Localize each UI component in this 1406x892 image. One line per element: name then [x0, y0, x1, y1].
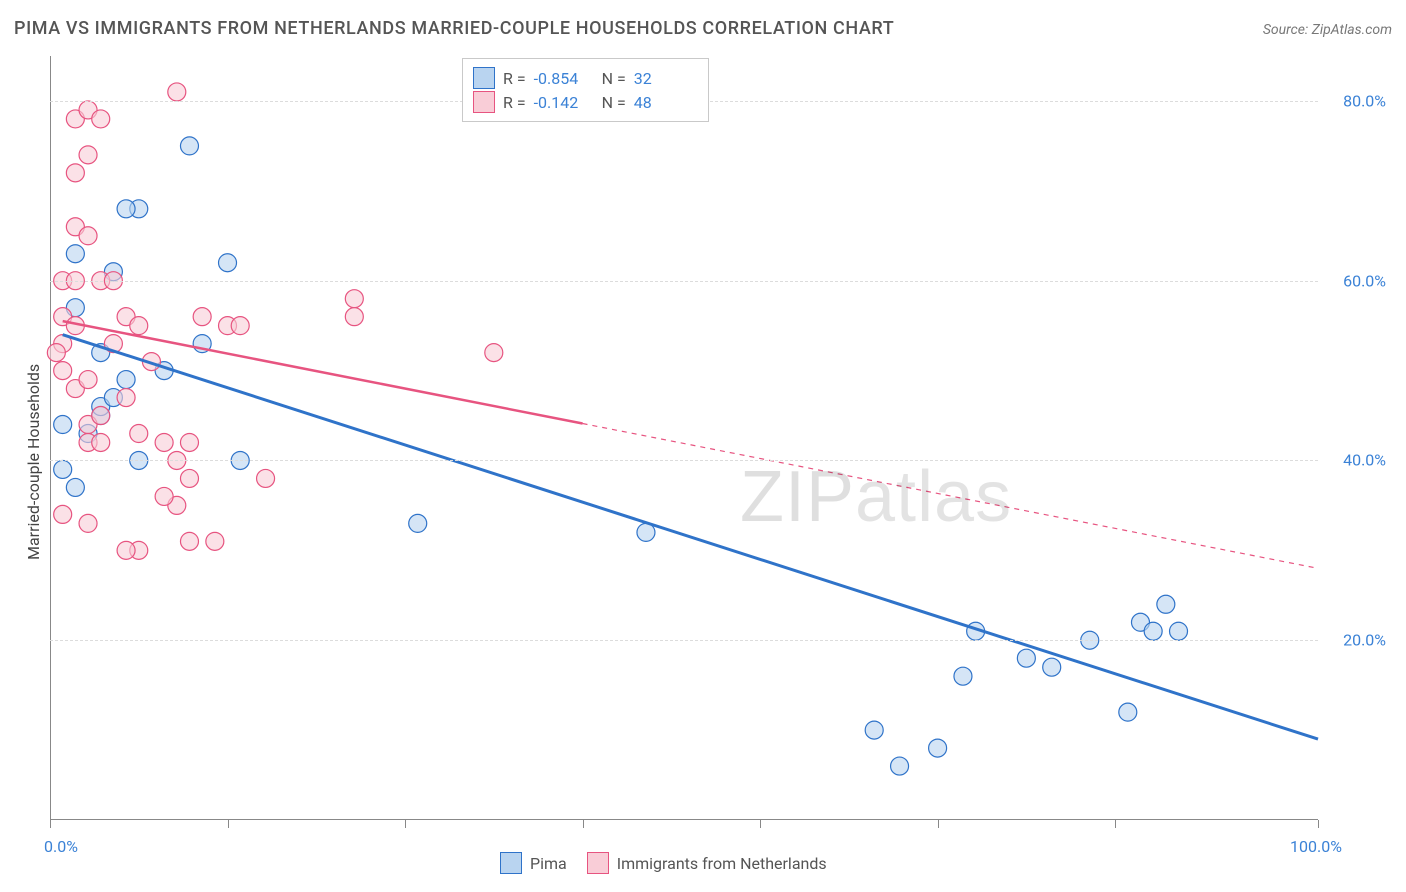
x-tick-mark — [583, 820, 584, 828]
data-point — [130, 317, 148, 335]
data-point — [47, 344, 65, 362]
y-tick-label: 20.0% — [1343, 631, 1386, 650]
legend-item-1: Pima — [500, 852, 567, 874]
data-point — [180, 469, 198, 487]
x-tick-mark — [760, 820, 761, 828]
swatch-pink — [587, 852, 609, 874]
legend-label-1: Pima — [530, 854, 567, 873]
x-tick-mark — [228, 820, 229, 828]
data-point — [1157, 595, 1175, 613]
plot-area: ZIPatlas 20.0%40.0%60.0%80.0%0.0%100.0% — [50, 56, 1318, 820]
source-attribution: Source: ZipAtlas.com — [1263, 22, 1392, 38]
x-tick-mark — [1318, 820, 1319, 828]
data-point — [66, 164, 84, 182]
data-point — [155, 487, 173, 505]
bottom-legend: Pima Immigrants from Netherlands — [500, 852, 827, 874]
data-point — [79, 371, 97, 389]
data-point — [1144, 622, 1162, 640]
swatch-blue — [500, 852, 522, 874]
data-point — [117, 371, 135, 389]
data-point — [954, 667, 972, 685]
chart-title: PIMA VS IMMIGRANTS FROM NETHERLANDS MARR… — [14, 18, 894, 39]
data-point — [180, 532, 198, 550]
x-tick-mark — [1115, 820, 1116, 828]
data-point — [117, 200, 135, 218]
data-point — [929, 739, 947, 757]
data-point — [54, 416, 72, 434]
data-point — [1043, 658, 1061, 676]
x-tick-label: 0.0% — [44, 837, 78, 856]
data-point — [54, 460, 72, 478]
legend-label-2: Immigrants from Netherlands — [617, 854, 827, 873]
chart-svg — [50, 56, 1318, 820]
stat-r-label: R = — [503, 69, 526, 88]
data-point — [865, 721, 883, 739]
gridline — [50, 640, 1318, 641]
data-point — [485, 344, 503, 362]
data-point — [257, 469, 275, 487]
data-point — [345, 290, 363, 308]
y-axis-label: Married-couple Households — [24, 364, 43, 560]
stat-r-value-1: -0.854 — [534, 69, 594, 88]
data-point — [130, 425, 148, 443]
stat-n-label: N = — [602, 69, 626, 88]
data-point — [206, 532, 224, 550]
data-point — [345, 308, 363, 326]
legend-item-2: Immigrants from Netherlands — [587, 852, 827, 874]
data-point — [1119, 703, 1137, 721]
data-point — [1017, 649, 1035, 667]
data-point — [79, 227, 97, 245]
data-point — [193, 308, 211, 326]
data-point — [79, 514, 97, 532]
data-point — [180, 433, 198, 451]
stat-n-label: N = — [602, 93, 626, 112]
data-point — [66, 478, 84, 496]
stats-row-series1: R = -0.854 N = 32 — [473, 67, 694, 89]
data-point — [92, 407, 110, 425]
swatch-pink — [473, 91, 495, 113]
data-point — [92, 110, 110, 128]
y-tick-label: 80.0% — [1343, 91, 1386, 110]
data-point — [219, 254, 237, 272]
stats-row-series2: R = -0.142 N = 48 — [473, 91, 694, 113]
data-point — [168, 83, 186, 101]
x-tick-mark — [938, 820, 939, 828]
stat-r-value-2: -0.142 — [534, 93, 594, 112]
data-point — [1170, 622, 1188, 640]
regression-line-dashed — [583, 424, 1318, 569]
data-point — [117, 389, 135, 407]
data-point — [409, 514, 427, 532]
data-point — [891, 757, 909, 775]
y-tick-label: 40.0% — [1343, 451, 1386, 470]
data-point — [54, 362, 72, 380]
data-point — [66, 245, 84, 263]
y-tick-label: 60.0% — [1343, 271, 1386, 290]
data-point — [231, 317, 249, 335]
regression-line-solid — [63, 335, 1318, 739]
data-point — [180, 137, 198, 155]
data-point — [79, 146, 97, 164]
gridline — [50, 460, 1318, 461]
data-point — [54, 505, 72, 523]
regression-line-solid — [63, 321, 583, 423]
x-tick-label: 100.0% — [1290, 837, 1342, 856]
x-tick-mark — [50, 820, 51, 828]
x-tick-mark — [405, 820, 406, 828]
swatch-blue — [473, 67, 495, 89]
stat-r-label: R = — [503, 93, 526, 112]
stats-legend-box: R = -0.854 N = 32 R = -0.142 N = 48 — [462, 58, 709, 122]
gridline — [50, 281, 1318, 282]
data-point — [155, 433, 173, 451]
data-point — [117, 541, 135, 559]
stat-n-value-1: 32 — [634, 69, 694, 88]
stat-n-value-2: 48 — [634, 93, 694, 112]
data-point — [92, 433, 110, 451]
